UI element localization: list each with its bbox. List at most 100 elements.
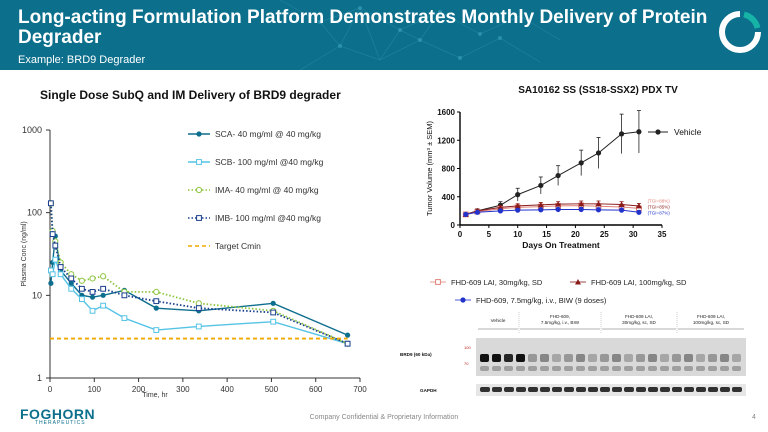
footer-logo-sub: THERAPEUTICS bbox=[35, 420, 86, 426]
blot-brd9-band bbox=[624, 354, 633, 362]
tv-data-point bbox=[555, 206, 561, 213]
pk-x-tick-label: 700 bbox=[353, 385, 367, 394]
blot-brd9-band-lower bbox=[636, 366, 645, 371]
pk-x-tick-label: 200 bbox=[132, 385, 146, 394]
blot-brd9-band bbox=[480, 354, 489, 362]
tv-data-point bbox=[619, 131, 625, 137]
pk-x-tick-label: 0 bbox=[48, 385, 53, 394]
blot-brd9-band-lower bbox=[612, 366, 621, 371]
tv-data-point bbox=[555, 172, 561, 179]
page-subtitle: Example: BRD9 Degrader bbox=[18, 54, 146, 66]
tv-data-point bbox=[636, 129, 642, 135]
tv-chart-title: SA10162 SS (SS18-SSX2) PDX TV bbox=[518, 85, 678, 96]
tv-legend-below: FHD-609 LAI, 30mg/kg, SD FHD-609 LAI, 100… bbox=[430, 278, 687, 305]
footer-logo: FOGHORN bbox=[20, 406, 96, 422]
blot-gapdh-band bbox=[624, 387, 634, 392]
pk-data-point bbox=[195, 305, 202, 312]
blot-gapdh-band bbox=[492, 387, 502, 392]
blot-brd9-band bbox=[696, 354, 705, 362]
blot-brd9-band bbox=[588, 354, 597, 362]
pk-chart-title: Single Dose SubQ and IM Delivery of BRD9… bbox=[40, 88, 341, 102]
tv-y-tick-label: 1600 bbox=[437, 108, 455, 117]
blot-brd9-band-lower bbox=[624, 366, 633, 371]
tv-series-line bbox=[465, 203, 639, 215]
tv-series-line bbox=[465, 208, 639, 215]
pk-data-point bbox=[57, 264, 64, 270]
pk-data-point bbox=[270, 309, 277, 316]
pk-y-tick-label: 10 bbox=[32, 290, 42, 300]
blot-brd9-band-lower bbox=[492, 366, 501, 371]
pk-y-axis-title: Plasma Conc (ng/ml) bbox=[21, 221, 28, 286]
pk-data-point bbox=[57, 271, 64, 278]
tv-y-tick-label: 800 bbox=[442, 165, 456, 174]
pk-data-point bbox=[78, 277, 85, 284]
tv-tgi-annotation: (TGI=87%) bbox=[648, 211, 671, 216]
blot-gapdh-band bbox=[528, 387, 538, 392]
blot-brd9-band bbox=[732, 354, 741, 362]
pk-data-point bbox=[68, 280, 74, 286]
blot-brd9-band-lower bbox=[504, 366, 513, 371]
blot-brd9-band-lower bbox=[528, 366, 537, 371]
pk-data-point bbox=[100, 285, 107, 292]
blot-group-label: 30mg/kg, sc, SD bbox=[622, 320, 656, 325]
blot-brd9-band-lower bbox=[720, 366, 729, 371]
tv-data-point bbox=[538, 207, 544, 213]
pk-data-point bbox=[270, 318, 277, 325]
blot-group-label: 7.5mg/kg, i.v., BIW bbox=[541, 320, 580, 325]
pk-data-point bbox=[78, 296, 85, 303]
pk-data-point bbox=[270, 300, 276, 306]
blot-gapdh-band bbox=[708, 387, 718, 392]
header-banner: Long-acting Formulation Platform Demonst… bbox=[0, 0, 768, 70]
pk-data-point bbox=[195, 300, 202, 307]
blot-brd9-band bbox=[720, 354, 729, 362]
blot-brd9-band bbox=[684, 354, 693, 362]
blot-brd9-band-lower bbox=[648, 366, 657, 371]
pk-x-tick-label: 300 bbox=[176, 385, 190, 394]
pk-data-point bbox=[48, 280, 54, 286]
tv-data-point bbox=[555, 201, 562, 207]
tv-chart: 0 400 800 1200 1600 0 5 10 15 20 25 30 35 Days On Tre… bbox=[425, 108, 702, 250]
blot-row-label: BRD9 (60 kDa) bbox=[400, 352, 432, 357]
blot-brd9-band-lower bbox=[672, 366, 681, 371]
confidential-note: Company Confidential & Proprietary Infor… bbox=[309, 414, 459, 421]
tv-data-point bbox=[515, 192, 521, 198]
tv-legend-label: Vehicle bbox=[674, 127, 702, 137]
blot-row-label: GAPDH bbox=[420, 388, 437, 393]
page-number: 4 bbox=[752, 414, 756, 421]
tv-data-point bbox=[578, 160, 584, 166]
blot-brd9-band-lower bbox=[600, 366, 609, 371]
tv-data-point bbox=[514, 202, 521, 209]
tv-legend-marker bbox=[575, 279, 581, 285]
blot-brd9-band-lower bbox=[708, 366, 717, 371]
pk-legend-marker bbox=[196, 159, 202, 165]
blot-brd9-band-lower bbox=[588, 366, 597, 371]
pk-data-point bbox=[52, 256, 59, 263]
pk-legend-marker bbox=[196, 131, 202, 137]
tv-legend-marker bbox=[435, 279, 441, 285]
tv-series-line bbox=[465, 131, 639, 215]
pk-data-point bbox=[68, 285, 75, 292]
blot-marker-label: 100 bbox=[464, 345, 471, 350]
blot-brd9-band-lower bbox=[684, 366, 693, 371]
blot-brd9-band bbox=[528, 354, 537, 362]
tv-x-tick-label: 35 bbox=[658, 230, 667, 239]
pk-y-tick-label: 100 bbox=[27, 208, 42, 218]
pk-series-line bbox=[50, 236, 348, 336]
pk-data-point bbox=[121, 315, 128, 322]
page-title: Long-acting Formulation Platform Demonst… bbox=[18, 7, 708, 48]
blot-gapdh-band bbox=[540, 387, 550, 392]
pk-data-point bbox=[153, 288, 160, 296]
pk-y-tick-label: 1000 bbox=[22, 125, 42, 135]
blot-gapdh-band bbox=[480, 387, 490, 392]
pk-data-point bbox=[121, 292, 128, 299]
tv-x-axis-title: Days On Treatment bbox=[522, 240, 600, 250]
blot-gapdh-band bbox=[720, 387, 730, 392]
blot-brd9-band-lower bbox=[552, 366, 561, 371]
pk-legend-label: IMA- 40 mg/ml @ 40 mg/kg bbox=[215, 185, 319, 195]
blot-brd9-band bbox=[672, 354, 681, 362]
blot-brd9-band bbox=[540, 354, 549, 362]
pk-data-point bbox=[78, 285, 85, 292]
blot-brd9-band bbox=[660, 354, 669, 362]
blot-gapdh-band bbox=[552, 387, 562, 392]
pk-x-tick-label: 100 bbox=[88, 385, 102, 394]
